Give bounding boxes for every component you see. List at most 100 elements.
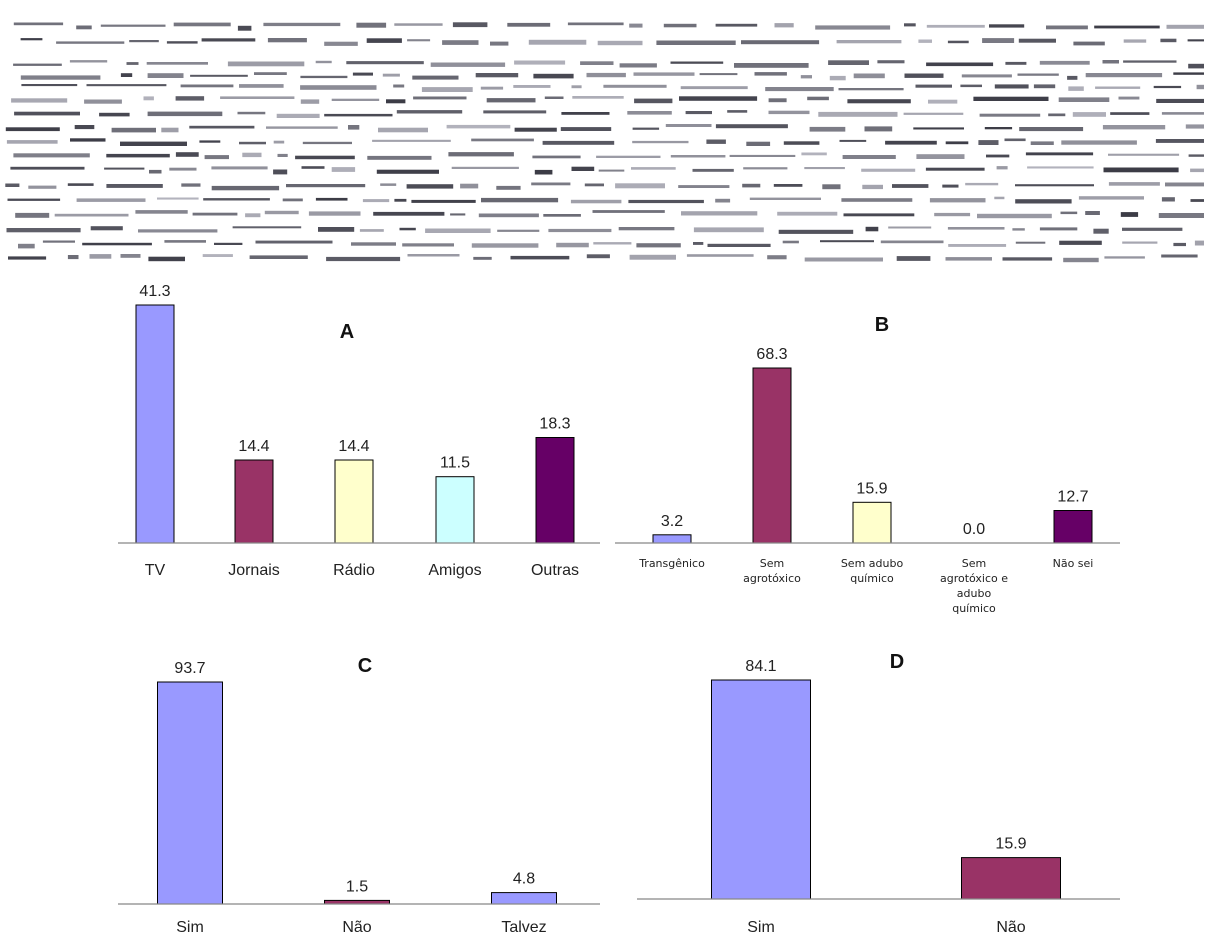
header-noise-stroke [1015, 184, 1094, 187]
header-noise-stroke [407, 254, 460, 257]
header-noise-stroke [929, 198, 986, 203]
data-label: 4.8 [513, 871, 535, 888]
header-noise-stroke [331, 167, 356, 172]
header-noise-stroke [670, 61, 724, 64]
tick-label: Talvez [501, 919, 546, 932]
tick-label: Sim [176, 919, 204, 932]
header-noise-stroke [915, 84, 952, 88]
bar [491, 892, 557, 905]
header-noise-stroke [450, 213, 466, 216]
header-noise-stroke [656, 40, 736, 45]
header-noise-stroke [1025, 152, 1094, 156]
header-noise-stroke [783, 141, 820, 145]
header-noise-stroke [961, 74, 1012, 78]
header-noise-stroke [318, 227, 355, 232]
header-noise-stroke [768, 110, 810, 115]
header-noise-stroke [986, 154, 1010, 158]
header-noise-stroke [665, 124, 712, 127]
header-noise-stroke [199, 140, 221, 143]
header-noise-stroke [394, 198, 407, 202]
header-noise-stroke [1196, 84, 1204, 90]
panel-letter: A [340, 321, 354, 343]
header-noise-stroke [1155, 139, 1204, 143]
header-noise-stroke [548, 228, 612, 233]
header-noise-stroke [715, 198, 731, 203]
header-noise-stroke [376, 169, 439, 174]
header-noise-stroke [483, 110, 547, 114]
header-noise-stroke [203, 198, 270, 201]
bar [234, 459, 274, 544]
header-noise-stroke [862, 184, 883, 190]
header-noise-stroke [1190, 168, 1204, 173]
header-noise-stroke [836, 40, 902, 44]
header-noise-stroke [571, 166, 595, 171]
header-noise-stroke [315, 60, 332, 64]
header-noise-stroke [402, 243, 454, 247]
header-noise-stroke [1072, 112, 1106, 117]
header-noise-stroke [715, 23, 758, 27]
header-noise-stroke [820, 240, 874, 243]
header-noise-stroke [13, 22, 64, 26]
header-noise-stroke [543, 214, 581, 217]
header-noise-stroke [678, 185, 730, 188]
header-noise-stroke [359, 229, 384, 232]
header-noise-stroke [861, 168, 916, 172]
header-noise-stroke [148, 256, 185, 262]
header-noise-stroke [69, 60, 108, 63]
header-noise-stroke [597, 40, 643, 46]
header-noise-stroke [7, 198, 61, 201]
header-noise-stroke [945, 257, 992, 261]
header-noise-stroke [135, 210, 188, 214]
header-noise-stroke [693, 242, 704, 245]
header-noise-stroke [201, 38, 256, 42]
header-noise-stroke [926, 62, 994, 67]
header-noise-stroke [913, 127, 964, 130]
header-noise-stroke [180, 84, 234, 88]
tick-label: TV [145, 562, 166, 579]
header-noise-stroke [1122, 241, 1158, 244]
header-noise-stroke [864, 126, 893, 132]
header-noise-stroke [916, 154, 965, 159]
tick-label: Sem [760, 557, 784, 570]
header-noise-stroke [352, 72, 373, 76]
header-noise-stroke [220, 96, 295, 99]
header-noise-stroke [5, 127, 60, 132]
header-noise-stroke [237, 111, 266, 115]
header-noise-stroke [1108, 153, 1180, 156]
header-noise-stroke [308, 211, 361, 216]
header-noise-stroke [934, 212, 971, 217]
header-noise-stroke [928, 99, 958, 104]
header-noise-stroke [161, 127, 179, 133]
header-noise-stroke [1085, 211, 1100, 215]
header-noise-stroke [628, 199, 704, 204]
header-noise-stroke [749, 197, 821, 200]
header-noise-stroke [126, 62, 139, 65]
header-noise-stroke [567, 22, 624, 26]
header-noise-stroke [838, 88, 904, 91]
header-noise-stroke [490, 41, 509, 46]
header-noise-stroke [822, 184, 841, 190]
header-noise-stroke [157, 197, 199, 200]
header-noise-stroke [843, 213, 915, 217]
header-noise-stroke [237, 25, 252, 31]
bar [435, 476, 475, 544]
header-noise-stroke [21, 84, 78, 87]
header-noise-stroke [277, 153, 288, 157]
header-noise-stroke [1067, 75, 1078, 80]
header-noise-stroke [448, 152, 514, 157]
header-noise-stroke [994, 84, 1029, 89]
header-noise-stroke [204, 155, 229, 160]
header-noise-stroke [514, 127, 557, 132]
header-noise-stroke [239, 141, 266, 145]
data-label: 18.3 [539, 416, 570, 433]
illegible-header-text [5, 22, 1204, 263]
header-noise-stroke [249, 255, 308, 259]
header-noise-stroke [396, 110, 463, 114]
header-noise-stroke [692, 168, 734, 172]
header-noise-stroke [1012, 228, 1025, 231]
header-noise-stroke [120, 254, 141, 258]
header-noise-stroke [925, 167, 985, 171]
header-noise-stroke [942, 184, 959, 188]
header-noise-stroke [544, 96, 564, 99]
header-noise-stroke [393, 84, 405, 88]
